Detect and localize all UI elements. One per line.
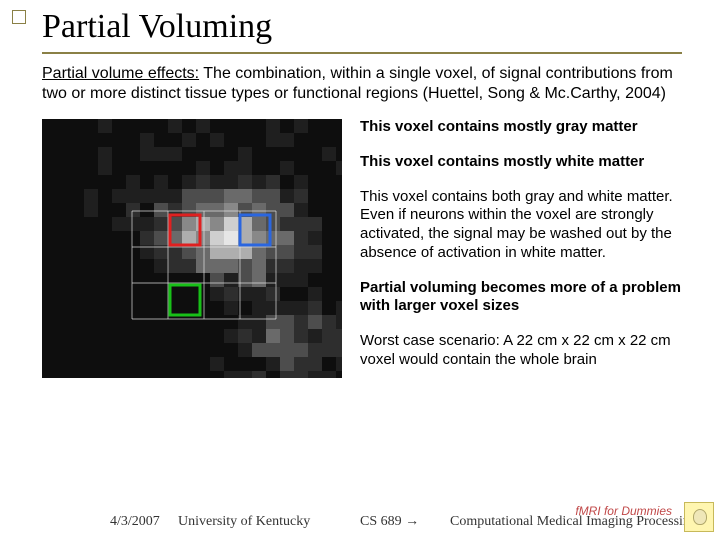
brain-pixel-image	[42, 118, 342, 378]
bullet-larger: Partial voluming becomes more of a probl…	[360, 279, 690, 317]
footer-dummies: fMRI for Dummies	[575, 504, 672, 518]
slide: Partial Voluming Partial volume effects:…	[0, 0, 720, 540]
bullet-white: This voxel contains mostly white matter	[360, 153, 690, 172]
bullet-worst: Worst case scenario: A 22 cm x 22 cm x 2…	[360, 332, 690, 370]
bullet-gray: This voxel contains mostly gray matter	[360, 118, 690, 137]
footer-university: University of Kentucky	[178, 514, 310, 530]
content-row: This voxel contains mostly gray matter T…	[42, 118, 690, 386]
slide-title: Partial Voluming	[42, 8, 690, 50]
right-column: This voxel contains mostly gray matter T…	[360, 118, 690, 386]
definition-lead: Partial volume effects:	[42, 65, 199, 82]
dummies-logo-icon	[684, 502, 714, 532]
footer-course: CS 689 →	[360, 514, 419, 530]
corner-ornament	[12, 10, 26, 24]
bullet-both: This voxel contains both gray and white …	[360, 188, 690, 263]
footer: 4/3/2007 University of Kentucky CS 689 →…	[0, 510, 720, 534]
footer-date: 4/3/2007	[110, 514, 160, 530]
title-rule	[42, 52, 682, 54]
definition-text: Partial volume effects: The combination,…	[42, 64, 690, 104]
